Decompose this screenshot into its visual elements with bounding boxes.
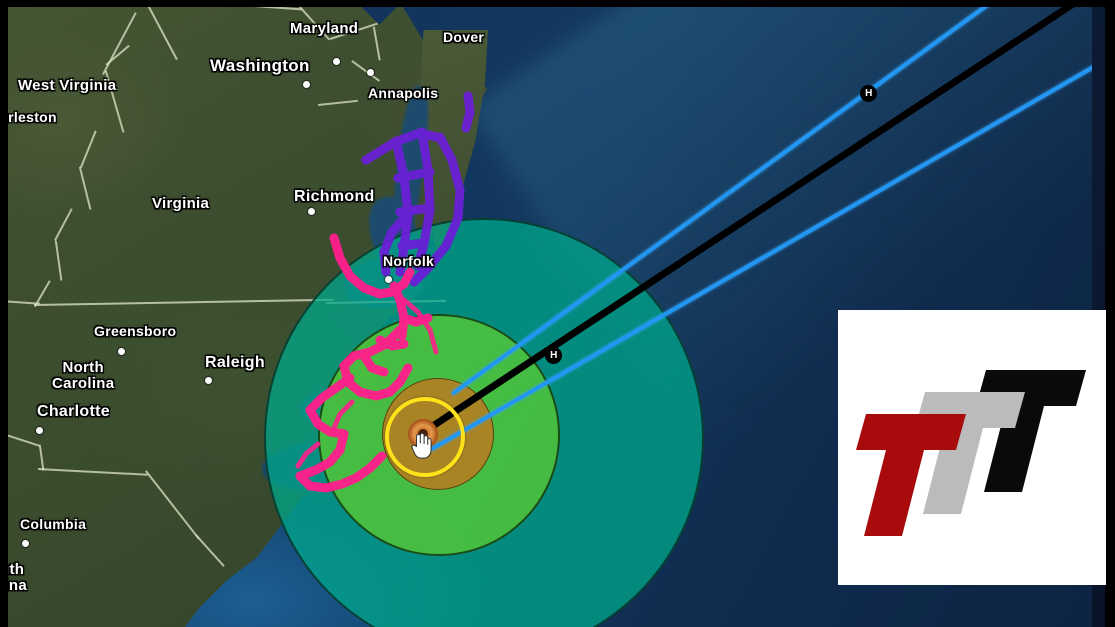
city-dot-richmond bbox=[308, 208, 315, 215]
map-label-dover: Dover bbox=[443, 29, 485, 45]
map-label-norfolk: Norfolk bbox=[383, 253, 435, 269]
map-label-north-carolina: North Carolina bbox=[52, 359, 115, 393]
city-dot-raleigh bbox=[205, 377, 212, 384]
city-dot-charlotte bbox=[36, 427, 43, 434]
city-dot-washington bbox=[303, 81, 310, 88]
map-label-charlotte: Charlotte bbox=[37, 403, 110, 420]
track-point-h-2[interactable]: H bbox=[860, 85, 877, 102]
left-letterbox-border bbox=[0, 0, 8, 627]
h-label-2: H bbox=[865, 87, 872, 99]
h-label-1: H bbox=[550, 349, 557, 361]
city-dot-columbia bbox=[22, 540, 29, 547]
map-label-richmond: Richmond bbox=[294, 188, 375, 205]
map-label-maryland: Maryland bbox=[290, 20, 359, 37]
city-dot-norfolk bbox=[385, 276, 392, 283]
logo-letter-t-red bbox=[856, 414, 966, 536]
top-letterbox-border bbox=[0, 0, 1115, 7]
map-label-columbia: Columbia bbox=[20, 516, 87, 532]
coastal-warning-lines bbox=[295, 91, 475, 493]
three-t-logo-card[interactable] bbox=[838, 310, 1106, 585]
city-dot-greensboro bbox=[118, 348, 125, 355]
track-point-h-1[interactable]: H bbox=[545, 347, 562, 364]
pointer-hand-cursor bbox=[408, 430, 432, 460]
city-dot-annapolis bbox=[333, 58, 340, 65]
map-label-virginia: Virginia bbox=[152, 195, 210, 212]
logo-letter-t-black bbox=[976, 370, 1086, 492]
right-edge-border bbox=[1105, 0, 1115, 627]
three-t-logo-graphic bbox=[838, 310, 1106, 585]
map-label-greensboro: Greensboro bbox=[94, 323, 177, 339]
selected-storm-highlight-ring[interactable] bbox=[385, 397, 465, 477]
map-label-annapolis: Annapolis bbox=[368, 85, 439, 101]
map-label-raleigh: Raleigh bbox=[205, 354, 265, 371]
city-dot-dover bbox=[367, 69, 374, 76]
map-label-washington: Washington bbox=[210, 56, 310, 75]
map-label-charleston-clipped: arleston bbox=[0, 109, 57, 125]
map-label-west-virginia: West Virginia bbox=[18, 77, 117, 94]
